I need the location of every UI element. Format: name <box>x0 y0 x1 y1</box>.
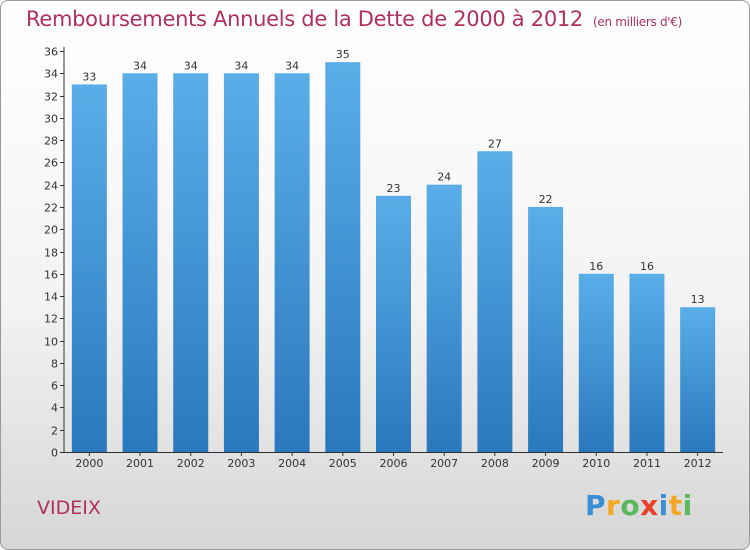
x-tick-label: 2009 <box>532 457 560 470</box>
chart-title: Remboursements Annuels de la Dette de 20… <box>26 7 682 31</box>
y-tick-label: 34 <box>44 68 58 81</box>
logo-letter: x <box>640 489 659 522</box>
bar <box>680 307 716 452</box>
y-tick-label: 12 <box>44 313 58 326</box>
bar <box>578 273 614 452</box>
bar-value-label: 33 <box>82 70 96 83</box>
y-tick-label: 32 <box>44 91 58 104</box>
bar-value-label: 23 <box>387 182 401 195</box>
bar-value-label: 34 <box>184 59 198 72</box>
bar <box>376 195 411 453</box>
logo-letter: P <box>585 489 607 522</box>
proxiti-logo: Proxiti <box>585 489 693 522</box>
y-tick-label: 4 <box>51 402 58 415</box>
bar-value-label: 34 <box>234 59 248 72</box>
logo-letter: i <box>682 489 693 522</box>
x-tick-label: 2004 <box>278 457 306 470</box>
x-tick-label: 2005 <box>329 457 357 470</box>
x-tick-label: 2002 <box>177 457 205 470</box>
chart-subtitle: (en milliers d'€) <box>593 15 683 29</box>
bar <box>122 73 158 453</box>
x-tick-label: 2000 <box>75 457 103 470</box>
bar-value-label: 24 <box>437 171 451 184</box>
x-tick-label: 2011 <box>633 457 661 470</box>
y-tick-label: 2 <box>51 425 58 438</box>
logo-letter: o <box>620 489 641 522</box>
x-tick-label: 2012 <box>684 457 712 470</box>
x-tick-label: 2008 <box>481 457 509 470</box>
bar <box>223 73 259 453</box>
bar-value-label: 27 <box>488 137 502 150</box>
bar <box>477 151 513 452</box>
bar <box>629 273 665 452</box>
y-tick-label: 22 <box>44 202 58 215</box>
y-tick-label: 16 <box>44 269 58 282</box>
y-tick-label: 30 <box>44 113 58 126</box>
bar <box>426 184 462 452</box>
bar-value-label: 13 <box>691 293 705 306</box>
x-tick-label: 2010 <box>582 457 610 470</box>
x-tick-label: 2001 <box>126 457 154 470</box>
logo-letter: r <box>606 489 621 522</box>
bar-value-label: 34 <box>133 59 147 72</box>
x-tick-label: 2003 <box>227 457 255 470</box>
y-tick-label: 0 <box>51 447 58 460</box>
y-tick-label: 28 <box>44 135 58 148</box>
x-tick-label: 2006 <box>380 457 408 470</box>
commune-name: VIDEIX <box>37 497 101 519</box>
bar-value-label: 16 <box>589 260 603 273</box>
bar <box>528 206 564 452</box>
bar-value-label: 34 <box>285 59 299 72</box>
bar <box>325 62 361 453</box>
logo-letter: t <box>668 489 683 522</box>
bar-value-label: 35 <box>336 48 350 61</box>
bar-value-label: 22 <box>539 193 553 206</box>
y-tick-label: 14 <box>44 291 58 304</box>
y-tick-label: 10 <box>44 336 58 349</box>
bar <box>173 73 209 453</box>
bar-value-label: 16 <box>640 260 654 273</box>
y-tick-label: 18 <box>44 247 58 260</box>
y-tick-label: 24 <box>44 180 58 193</box>
y-tick-label: 8 <box>51 358 58 371</box>
x-tick-label: 2007 <box>430 457 458 470</box>
y-tick-label: 6 <box>51 380 58 393</box>
y-tick-label: 36 <box>44 46 58 59</box>
bar <box>274 73 310 453</box>
logo-letter: i <box>658 489 669 522</box>
bar <box>71 84 107 453</box>
y-tick-label: 20 <box>44 224 58 237</box>
chart-title-text: Remboursements Annuels de la Dette de 20… <box>26 7 583 31</box>
y-tick-label: 26 <box>44 157 58 170</box>
